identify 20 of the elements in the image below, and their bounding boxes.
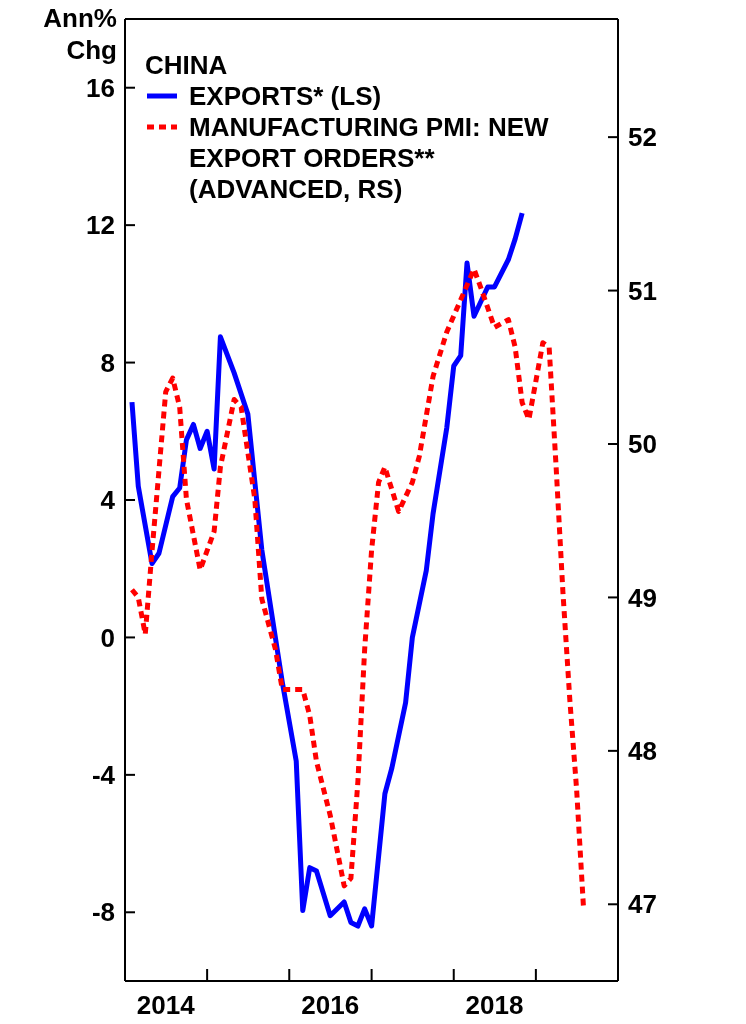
x-tick-label: 2018 — [465, 990, 524, 1020]
y-tick-label: 0 — [100, 622, 115, 653]
y-tick-label: -4 — [91, 759, 116, 790]
x-tick-label: 2016 — [301, 990, 360, 1020]
y2-tick-label: 50 — [628, 429, 657, 460]
y2-tick-label: 48 — [628, 735, 657, 766]
y2-tick-label: 47 — [628, 889, 657, 920]
y-tick-label: 8 — [100, 347, 115, 378]
x-tick-label: 2014 — [136, 990, 196, 1020]
y2-tick-label: 52 — [628, 122, 657, 153]
y-axis-title: Ann% Chg — [42, 2, 117, 66]
y2-tick-label: 49 — [628, 582, 657, 613]
y-tick-label: 4 — [100, 485, 116, 516]
y-tick-label: 12 — [86, 210, 115, 241]
y-tick-label: -8 — [91, 897, 115, 928]
legend-title: CHINA — [145, 50, 229, 81]
legend-label: EXPORTS* (LS) — [189, 81, 382, 112]
legend-label: MANUFACTURING PMI: NEW EXPORT ORDERS** (ADVANCED, RS) — [189, 112, 550, 205]
y-tick-label: 16 — [86, 72, 115, 103]
y2-tick-label: 51 — [628, 275, 657, 306]
